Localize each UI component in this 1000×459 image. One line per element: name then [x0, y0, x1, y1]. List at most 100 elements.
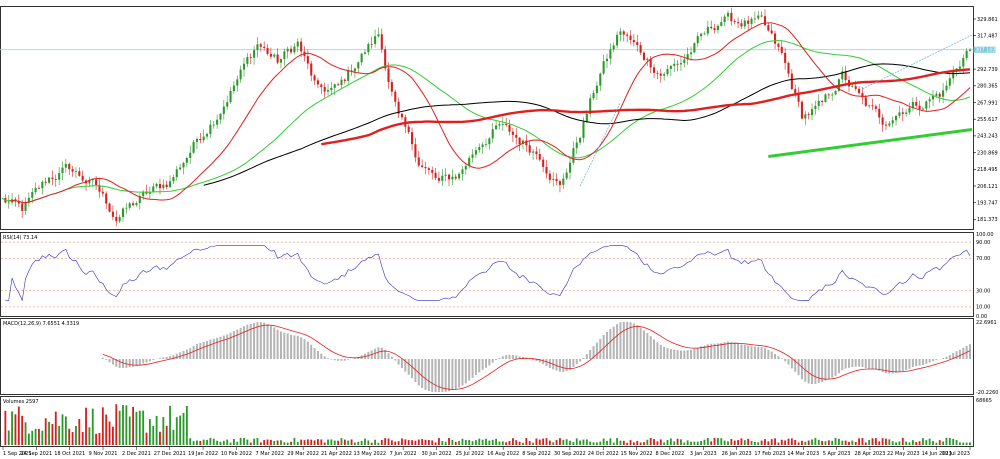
candle: [881, 114, 884, 132]
current-price-label: 307.102: [975, 48, 996, 54]
candle: [357, 61, 360, 74]
candle: [266, 44, 269, 56]
current-price-tag: 307.102: [973, 46, 996, 54]
candle: [34, 182, 37, 195]
candle: [474, 146, 477, 159]
projection-line: [862, 34, 973, 90]
candle: [249, 53, 252, 65]
price-tick-label: 218.495: [977, 167, 998, 173]
candle: [710, 20, 713, 30]
candle: [834, 90, 837, 96]
candle: [508, 119, 511, 136]
candle: [525, 134, 528, 152]
candle: [74, 167, 77, 179]
candle: [679, 56, 682, 72]
candle: [558, 179, 561, 193]
rsi-level-label: 70.00: [976, 256, 990, 262]
candle: [454, 174, 457, 181]
rsi-level-label: 30.00: [976, 289, 990, 295]
candle: [350, 64, 353, 76]
volume-top-label: 68665: [976, 398, 992, 404]
candle: [626, 32, 629, 43]
candle: [535, 146, 538, 160]
candle: [417, 151, 420, 168]
candle: [232, 81, 235, 94]
candle: [653, 64, 656, 79]
candle: [878, 103, 881, 124]
candle: [595, 81, 598, 101]
rsi-level-label: 90.00: [976, 240, 990, 246]
candle: [239, 65, 242, 83]
candle: [706, 20, 709, 37]
candle: [236, 75, 239, 92]
candle: [61, 161, 64, 181]
candle: [528, 140, 531, 156]
candle: [54, 174, 57, 187]
price-tick-label: 243.243: [977, 134, 998, 140]
candle: [501, 116, 504, 131]
candle: [579, 136, 582, 146]
price-tick-label: 230.869: [977, 150, 998, 156]
candle: [491, 122, 494, 143]
time-tick-label: 30 Jun 2022: [421, 451, 451, 457]
candle: [253, 45, 256, 65]
candle: [441, 168, 444, 186]
candle: [326, 83, 330, 96]
candle: [562, 173, 565, 189]
candle: [770, 23, 773, 35]
candle: [421, 159, 424, 169]
candle: [555, 173, 558, 186]
time-tick-label: 21 Apr 2022: [321, 451, 352, 457]
candles: [4, 7, 972, 227]
rsi-line: [5, 245, 971, 302]
candle: [48, 176, 51, 185]
candle: [347, 66, 350, 86]
candle: [118, 214, 121, 223]
candle: [222, 100, 225, 120]
candle: [313, 74, 316, 86]
candle: [172, 174, 175, 185]
candle: [659, 68, 662, 83]
candle: [925, 100, 928, 113]
candle: [565, 168, 568, 181]
candle: [774, 30, 777, 49]
candle: [777, 42, 780, 52]
time-tick-label: 30 Sep 2022: [554, 451, 586, 457]
candle: [84, 178, 88, 191]
time-tick-label: 24 Sep 2021: [20, 451, 52, 457]
time-tick-label: 1 Sep 2021: [3, 451, 32, 457]
candle: [548, 170, 551, 184]
candle: [58, 167, 61, 186]
price-tick-label: 329.861: [977, 17, 998, 23]
time-tick-label: 10 Feb 2022: [221, 451, 252, 457]
candle: [296, 38, 299, 53]
time-tick-label: 7 Jun 2022: [390, 451, 417, 457]
candle: [841, 66, 844, 83]
candle: [763, 9, 767, 27]
candle: [532, 148, 535, 160]
candle: [269, 47, 272, 60]
candle: [730, 7, 733, 26]
candle: [37, 185, 41, 190]
candle: [330, 82, 333, 95]
candle: [800, 100, 803, 120]
candle: [568, 157, 572, 180]
candle: [488, 136, 491, 150]
candle: [612, 42, 615, 53]
candle: [642, 51, 646, 62]
candle: [88, 176, 91, 188]
moving-average-red-thick: [321, 68, 971, 146]
candle: [169, 175, 172, 188]
candle: [888, 120, 891, 128]
candle: [478, 143, 481, 153]
candle: [905, 109, 908, 117]
candle: [817, 94, 820, 111]
candle: [98, 177, 101, 198]
trend-line-green: [768, 127, 973, 158]
candle: [78, 167, 81, 177]
candle: [511, 127, 514, 143]
price-tick-label: 317.487: [977, 33, 998, 39]
candle: [192, 140, 195, 154]
candle: [27, 192, 30, 207]
